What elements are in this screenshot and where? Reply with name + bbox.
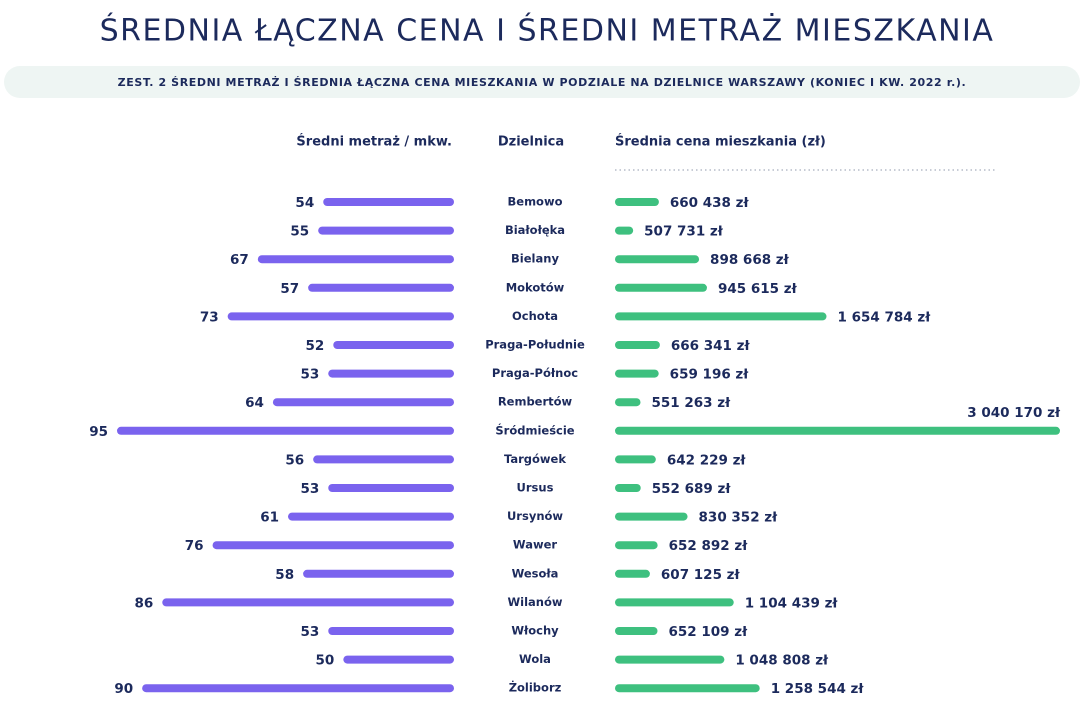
right-bar <box>615 255 700 264</box>
right-bar <box>615 627 658 635</box>
left-bar <box>303 569 454 578</box>
category-label: Ochota <box>512 309 558 323</box>
left-bar <box>288 512 454 521</box>
right-value-label: 551 263 zł <box>651 395 731 411</box>
right-bar <box>615 655 725 664</box>
right-value-label: 1 258 544 zł <box>771 681 865 697</box>
right-bar <box>615 684 760 693</box>
left-value-label: 73 <box>200 309 219 325</box>
category-label: Targówek <box>504 452 566 466</box>
category-label: Wilanów <box>507 595 562 609</box>
left-value-label: 53 <box>300 481 319 497</box>
right-bar <box>615 312 827 321</box>
left-bar <box>227 312 454 321</box>
left-value-label: 64 <box>245 395 264 411</box>
right-bar <box>615 484 641 492</box>
left-bar <box>212 541 454 550</box>
left-value-label: 54 <box>295 195 314 211</box>
right-value-label: 652 892 zł <box>669 538 749 554</box>
right-bar <box>615 598 734 607</box>
left-value-label: 53 <box>300 624 319 640</box>
left-value-label: 86 <box>134 595 153 611</box>
left-bar <box>257 255 454 264</box>
left-bar <box>328 484 454 492</box>
left-value-label: 56 <box>285 452 304 468</box>
category-label: Rembertów <box>498 395 573 409</box>
left-value-label: 53 <box>300 367 319 383</box>
right-value-label: 3 040 170 zł <box>967 405 1061 421</box>
left-value-label: 50 <box>316 653 335 669</box>
right-bar <box>615 455 656 464</box>
left-value-label: 61 <box>260 510 279 526</box>
right-value-label: 898 668 zł <box>710 252 790 268</box>
right-value-label: 1 104 439 zł <box>745 595 839 611</box>
right-value-label: 607 125 zł <box>661 567 741 583</box>
right-value-label: 552 689 zł <box>652 481 732 497</box>
right-bar <box>615 569 650 578</box>
right-header: Średnia cena mieszkania (zł) <box>615 134 826 150</box>
left-bar <box>333 341 454 349</box>
right-bar <box>615 541 658 550</box>
left-bar <box>328 369 454 378</box>
left-value-label: 55 <box>290 224 309 240</box>
category-label: Ursynów <box>507 509 563 523</box>
left-bar <box>313 455 454 464</box>
right-value-label: 652 109 zł <box>668 624 748 640</box>
category-label: Praga-Południe <box>485 338 585 352</box>
right-value-label: 642 229 zł <box>667 452 747 468</box>
right-bar <box>615 198 659 206</box>
category-label: Bemowo <box>508 195 563 209</box>
category-label: Bielany <box>511 252 559 266</box>
right-bar <box>615 226 634 235</box>
right-value-label: 1 654 784 zł <box>837 309 931 325</box>
right-value-label: 507 731 zł <box>644 224 724 240</box>
category-label: Mokotów <box>506 280 565 294</box>
right-bar <box>615 512 688 521</box>
right-value-label: 660 438 zł <box>670 195 750 211</box>
right-bar <box>615 283 707 292</box>
category-label: Śródmieście <box>495 422 574 437</box>
left-value-label: 57 <box>280 281 299 297</box>
right-bar <box>615 398 641 407</box>
category-label: Włochy <box>511 624 559 638</box>
left-bar <box>328 627 454 635</box>
category-header: Dzielnica <box>498 135 564 150</box>
right-bar <box>615 426 1060 435</box>
category-label: Białołęka <box>505 223 565 237</box>
right-bar <box>615 341 660 349</box>
chart-subtitle: ZEST. 2 ŚREDNI METRAŻ I ŚREDNIA ŁĄCZNA C… <box>118 75 967 89</box>
left-bar <box>162 598 454 607</box>
category-label: Wesoła <box>512 566 559 580</box>
left-header: Średni metraż / mkw. <box>296 134 452 150</box>
left-bar <box>142 684 455 693</box>
category-label: Żoliborz <box>509 680 562 695</box>
category-label: Wola <box>519 652 551 666</box>
right-bar <box>615 369 659 378</box>
right-value-label: 830 352 zł <box>699 510 779 526</box>
left-value-label: 76 <box>185 538 204 554</box>
category-label: Wawer <box>513 538 557 552</box>
chart-title: ŚREDNIA ŁĄCZNA CENA I ŚREDNI METRAŻ MIES… <box>100 12 995 49</box>
left-value-label: 58 <box>275 567 294 583</box>
right-value-label: 1 048 808 zł <box>735 653 829 669</box>
left-value-label: 52 <box>305 338 324 354</box>
right-value-label: 666 341 zł <box>671 338 751 354</box>
left-bar <box>343 655 454 664</box>
left-value-label: 95 <box>89 424 108 440</box>
left-value-label: 90 <box>114 681 133 697</box>
subtitle-band <box>4 66 1080 98</box>
left-bar <box>318 226 454 235</box>
right-value-label: 659 196 zł <box>670 367 750 383</box>
left-value-label: 67 <box>230 252 249 268</box>
category-label: Ursus <box>517 481 554 495</box>
left-bar <box>272 398 454 407</box>
left-bar <box>117 426 454 435</box>
right-value-label: 945 615 zł <box>718 281 798 297</box>
category-label: Praga-Północ <box>492 366 578 380</box>
left-bar <box>308 283 454 292</box>
left-bar <box>323 198 454 206</box>
